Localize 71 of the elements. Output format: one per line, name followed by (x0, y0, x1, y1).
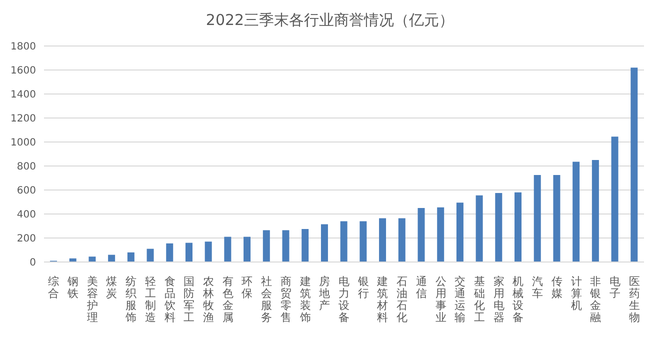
x-tick-label: 机械设备 (512, 275, 524, 324)
bar (514, 192, 522, 262)
bar (127, 252, 134, 262)
y-tick-label: 800 (16, 162, 36, 173)
bar (244, 236, 251, 262)
x-tick-label: 公用事业 (435, 275, 446, 324)
bar (553, 175, 560, 262)
x-tick-label: 国防军工 (184, 275, 195, 324)
x-tick-label: 建筑材料 (376, 275, 388, 324)
y-tick-label: 400 (16, 210, 36, 221)
x-tick-label: 煤炭 (106, 275, 118, 300)
x-tick-label: 计算机 (570, 275, 582, 312)
y-tick-label: 1400 (10, 90, 36, 101)
x-tick-label: 汽车 (532, 275, 544, 300)
bar (495, 193, 502, 262)
bar (592, 160, 599, 262)
x-tick-label: 综合 (48, 275, 60, 300)
x-tick-label: 通信 (416, 275, 427, 300)
y-tick-label: 600 (16, 186, 36, 197)
x-tick-label: 环保 (242, 275, 253, 300)
bar (398, 218, 406, 262)
y-tick-label: 1000 (10, 138, 36, 149)
bar (204, 242, 212, 262)
x-tick-label: 电力设备 (338, 275, 350, 324)
x-tick-label: 有色金属 (222, 275, 234, 324)
x-tick-label: 建筑装饰 (298, 275, 311, 324)
x-tick-label: 社会服务 (261, 275, 272, 324)
x-tick-label: 传媒 (551, 275, 562, 300)
bar (262, 230, 270, 262)
bar (456, 202, 464, 262)
bar (437, 207, 444, 262)
x-tick-label: 轻工制造 (144, 275, 156, 324)
x-tick-label: 基础化工 (472, 275, 485, 324)
x-tick-label: 家用电器 (493, 275, 504, 324)
y-tick-label: 0 (30, 258, 36, 269)
y-tick-label: 1800 (10, 42, 36, 53)
x-tick-label: 电子 (609, 275, 620, 300)
bar (282, 230, 290, 262)
bar (476, 195, 483, 262)
bar (630, 68, 638, 262)
bar (611, 136, 618, 262)
x-tick-label: 农林牧渔 (202, 275, 214, 324)
x-tick-label: 非银金融 (589, 275, 602, 324)
y-tick-label: 200 (16, 234, 36, 245)
x-tick-label: 房地产 (318, 275, 330, 312)
x-tick-label: 商贸零售 (280, 275, 292, 324)
bar (302, 229, 309, 262)
x-tick-label: 交通运输 (454, 275, 466, 324)
x-tick-label: 银行 (356, 275, 369, 300)
x-tick-label: 纺织服饰 (124, 275, 137, 324)
x-tick-label: 石油石化 (396, 275, 408, 324)
bar (534, 175, 541, 262)
x-tick-label: 钢铁 (66, 275, 79, 300)
bar (360, 221, 367, 262)
chart-title: 2022三季末各行业商誉情况（亿元） (204, 10, 456, 31)
y-tick-label: 1600 (10, 66, 36, 77)
x-tick-label: 美容护理 (86, 275, 98, 324)
bar (379, 218, 386, 262)
bar (418, 208, 425, 262)
x-tick-label: 医药生物 (628, 275, 640, 324)
y-tick-label: 1200 (10, 114, 36, 125)
bar (572, 162, 580, 262)
x-tick-label: 食品饮料 (163, 275, 176, 324)
bar (320, 224, 328, 262)
bar (224, 236, 232, 262)
bar (88, 256, 96, 262)
bar (108, 254, 116, 262)
bar (340, 221, 348, 262)
bar (166, 243, 174, 262)
bar (146, 248, 154, 262)
bar (185, 242, 192, 262)
